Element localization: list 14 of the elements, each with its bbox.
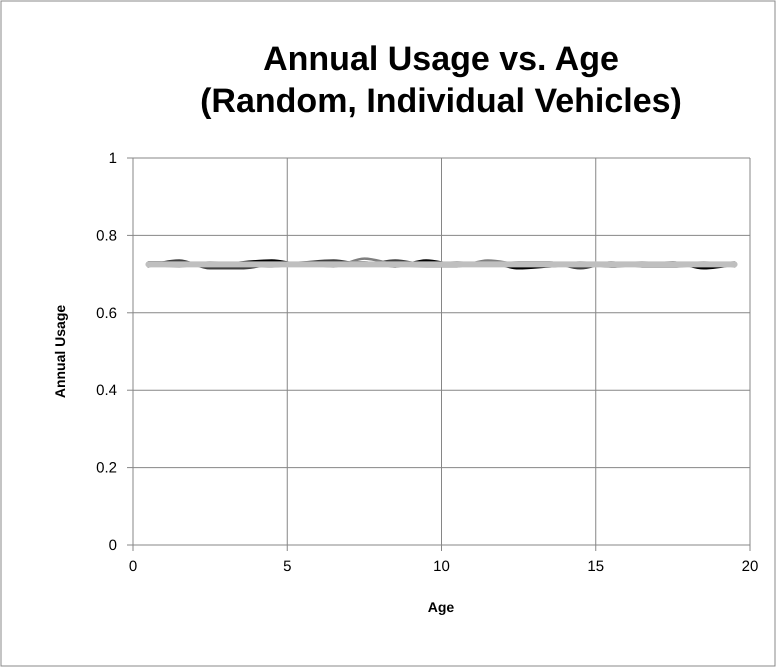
x-tick-label: 20 — [742, 558, 758, 575]
y-tick-label: 0 — [108, 537, 117, 554]
x-tick-label: 5 — [283, 558, 292, 575]
y-tick-label: 0.8 — [96, 227, 117, 244]
x-tick-label: 10 — [433, 558, 450, 575]
y-tick-label: 0.6 — [96, 304, 117, 322]
y-axis-title: Annual Usage — [52, 304, 68, 398]
x-tick-label: 0 — [128, 558, 138, 575]
x-tick-label: 15 — [587, 558, 604, 575]
y-tick-label: 0.4 — [96, 382, 117, 400]
x-axis-title: Age — [428, 599, 454, 615]
y-tick-label: 0.2 — [96, 460, 117, 477]
y-tick-label: 1 — [108, 150, 117, 167]
chart-title: Annual Usage vs. Age (Random, Individual Vehicles) — [200, 40, 682, 120]
